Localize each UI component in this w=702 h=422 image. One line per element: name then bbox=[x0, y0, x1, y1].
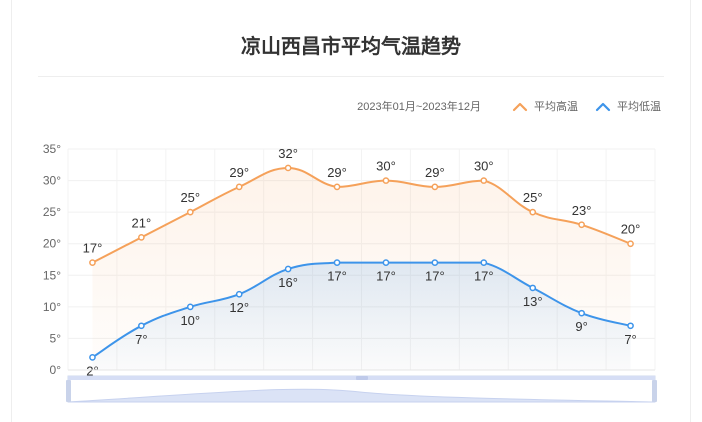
legend-label[interactable]: 平均高温 bbox=[534, 99, 578, 113]
date-range-label: 2023年01月~2023年12月 bbox=[357, 99, 481, 113]
data-label: 29° bbox=[327, 165, 347, 180]
data-label: 17° bbox=[376, 269, 396, 284]
y-tick-label: 35° bbox=[43, 142, 61, 156]
data-point[interactable] bbox=[186, 303, 194, 311]
data-point[interactable] bbox=[382, 259, 390, 267]
zoom-slider-preview bbox=[67, 388, 656, 403]
data-label: 21° bbox=[132, 215, 152, 230]
data-label: 7° bbox=[135, 332, 147, 347]
title-divider bbox=[38, 76, 664, 77]
data-point[interactable] bbox=[138, 322, 145, 330]
data-label: 9° bbox=[575, 319, 587, 334]
y-tick-label: 25° bbox=[43, 205, 61, 219]
series-line bbox=[91, 166, 631, 264]
y-tick-label: 10° bbox=[43, 300, 61, 314]
data-point[interactable] bbox=[333, 259, 341, 267]
data-point[interactable] bbox=[333, 183, 341, 191]
data-label: 17° bbox=[474, 269, 494, 284]
data-label: 17° bbox=[425, 269, 445, 284]
data-label: 23° bbox=[572, 203, 592, 218]
data-label: 16° bbox=[278, 275, 298, 290]
data-label: 2° bbox=[86, 363, 98, 378]
data-point[interactable] bbox=[627, 322, 634, 330]
data-label: 17° bbox=[83, 241, 103, 256]
data-point[interactable] bbox=[578, 221, 585, 229]
data-point[interactable] bbox=[235, 183, 243, 191]
data-point[interactable] bbox=[186, 208, 194, 216]
data-label: 30° bbox=[376, 159, 396, 174]
data-point[interactable] bbox=[431, 259, 439, 267]
y-tick-label: 20° bbox=[43, 237, 61, 251]
data-point[interactable] bbox=[627, 240, 634, 248]
data-label: 20° bbox=[621, 222, 641, 237]
series-area bbox=[92, 262, 631, 370]
data-point[interactable] bbox=[480, 177, 488, 184]
data-point[interactable] bbox=[480, 259, 488, 267]
data-label: 13° bbox=[523, 294, 543, 309]
data-label: 25° bbox=[180, 190, 200, 205]
series-line bbox=[91, 261, 631, 359]
data-point[interactable] bbox=[138, 234, 145, 241]
data-point[interactable] bbox=[529, 208, 537, 216]
data-point[interactable] bbox=[578, 309, 585, 317]
zoom-drag-grip[interactable] bbox=[356, 376, 368, 380]
y-tick-label: 5° bbox=[50, 331, 62, 345]
y-tick-label: 15° bbox=[43, 268, 61, 282]
data-label: 17° bbox=[327, 269, 347, 284]
y-tick-label: 30° bbox=[43, 174, 61, 188]
data-label: 10° bbox=[180, 313, 200, 328]
data-point[interactable] bbox=[235, 290, 243, 298]
data-label: 7° bbox=[624, 332, 636, 347]
data-point[interactable] bbox=[284, 265, 292, 273]
data-label: 32° bbox=[278, 146, 298, 161]
data-point[interactable] bbox=[431, 183, 439, 191]
y-tick-label: 0° bbox=[50, 363, 62, 377]
data-label: 25° bbox=[523, 190, 543, 205]
data-point[interactable] bbox=[382, 177, 390, 184]
zoom-handle-right[interactable] bbox=[652, 380, 657, 402]
data-point[interactable] bbox=[529, 284, 537, 292]
data-point[interactable] bbox=[89, 354, 96, 361]
data-label: 30° bbox=[474, 159, 494, 174]
data-point[interactable] bbox=[284, 164, 292, 172]
data-label: 29° bbox=[425, 165, 445, 180]
chart-card bbox=[11, 0, 691, 422]
zoom-handle-left[interactable] bbox=[66, 380, 71, 402]
chart-title: 凉山西昌市平均气温趋势 bbox=[241, 34, 461, 58]
legend-swatch-icon bbox=[595, 102, 611, 112]
legend-swatch-icon bbox=[512, 102, 528, 112]
data-point[interactable] bbox=[89, 259, 96, 267]
data-label: 29° bbox=[229, 165, 249, 180]
legend-label[interactable]: 平均低温 bbox=[617, 100, 661, 113]
data-label: 12° bbox=[229, 300, 249, 315]
